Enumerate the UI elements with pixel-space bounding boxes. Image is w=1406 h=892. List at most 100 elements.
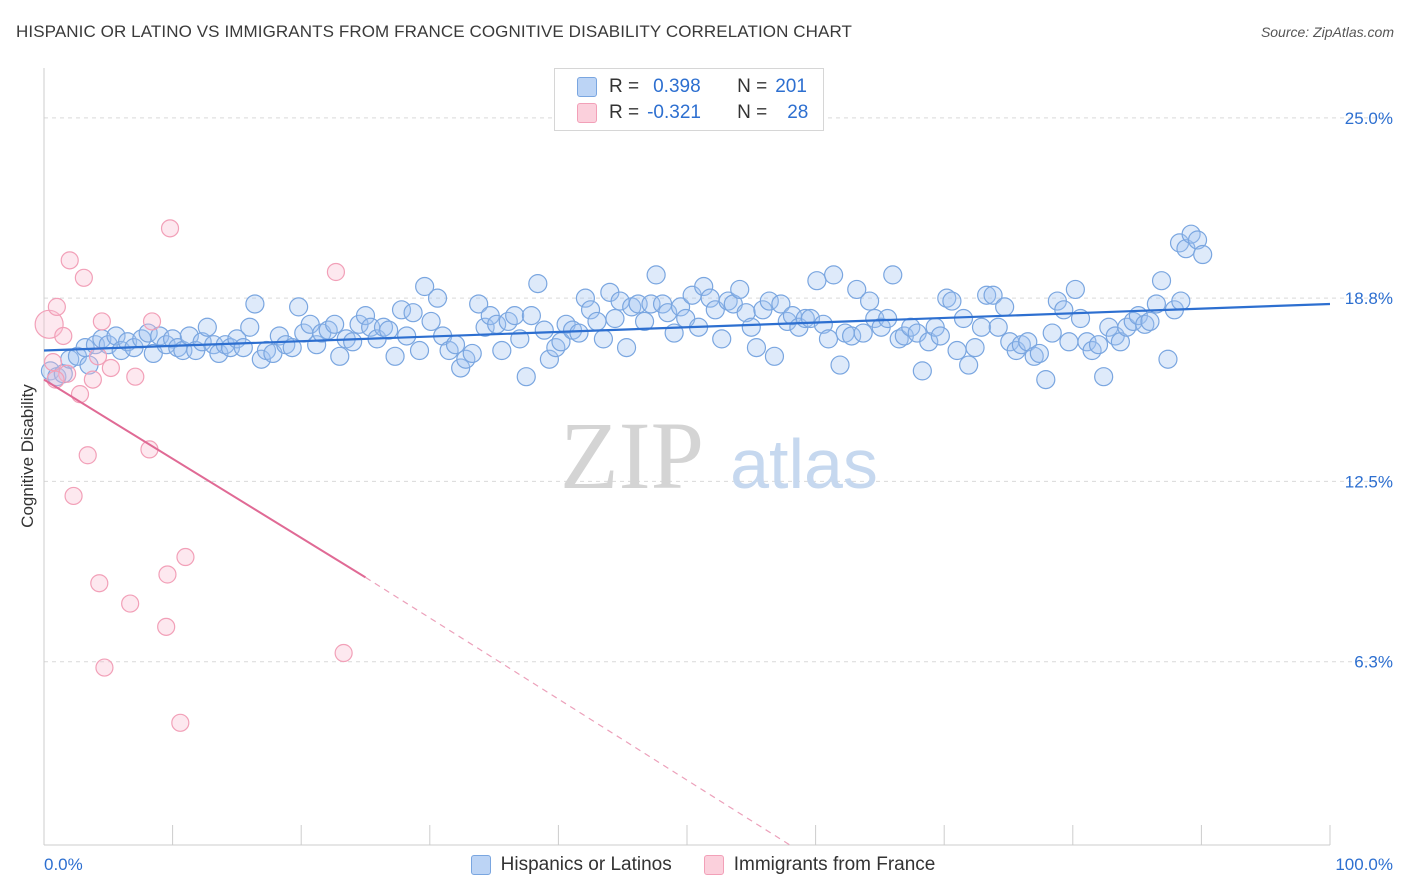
y-axis-label: Cognitive Disability [18,384,37,528]
data-point-hispanics [847,279,867,300]
y-tick-label: 6.3% [1354,653,1393,672]
data-point-hispanics [883,265,903,285]
legend-swatch-pink [703,855,724,875]
data-point-hispanics [959,355,979,375]
legend-item-hispanics: Hispanics or Latinos [470,854,672,876]
data-point-hispanics [1065,279,1085,300]
trend-line-hispanics [43,302,1331,352]
data-point-hispanics [830,355,850,375]
data-point-hispanics [813,314,833,334]
data-point-france [70,385,90,404]
data-point-hispanics [1123,311,1143,332]
legend-n-label: N = [737,76,768,97]
data-point-hispanics [641,294,661,314]
data-point-hispanics [289,297,309,317]
legend-n-value: 28 [787,102,809,123]
stats-legend: R = 0.398 N = 201 R = -0.321 N = 28 [554,68,824,131]
data-point-hispanics [889,329,909,349]
data-point-hispanics [912,361,932,381]
data-point-france [83,370,102,389]
y-tick-label: 12.5% [1345,472,1393,491]
data-point-hispanics [1029,343,1049,364]
data-point-hispanics [670,297,691,317]
data-point-hispanics [343,332,363,352]
data-point-hispanics [580,300,601,320]
data-point-hispanics [192,332,212,352]
data-point-hispanics [824,265,844,285]
data-point-hispanics [818,329,839,349]
data-point-france [43,353,63,372]
data-point-hispanics [403,303,423,323]
legend-label-hispanics: Hispanics or Latinos [500,854,672,875]
series-hispanics-points [40,224,1213,390]
data-point-hispanics [878,308,898,329]
data-point-hispanics [521,306,541,326]
data-point-hispanics [355,306,376,326]
data-point-hispanics [1042,323,1062,343]
data-point-hispanics [415,276,435,297]
data-point-hispanics [764,346,785,366]
data-point-france [60,251,79,270]
data-point-hispanics [475,317,495,337]
data-point-france [157,617,176,636]
axes [43,68,1331,846]
data-point-france [121,594,140,613]
data-point-france [74,268,93,287]
data-point-hispanics [860,291,880,311]
data-point-france [326,262,346,282]
data-point-france [64,486,83,506]
data-point-hispanics [1187,230,1208,250]
data-point-hispanics [1193,244,1213,265]
legend-swatch-pink [577,103,597,123]
data-point-france [92,312,111,331]
data-point-hispanics [988,317,1008,337]
data-point-france [126,367,145,386]
legend-label-france: Immigrants from France [733,854,936,875]
watermark-zip: ZIP [560,402,704,509]
data-point-france [78,446,97,465]
data-point-hispanics [240,317,260,337]
data-point-hispanics [516,367,536,387]
data-point-hispanics [505,306,525,326]
data-point-hispanics [646,265,666,285]
trend-lines [43,302,1331,846]
data-point-hispanics [106,326,126,346]
data-point-hispanics [842,326,862,346]
data-point-hispanics [947,340,967,361]
data-point-hispanics [759,291,779,311]
bottom-legend: Hispanics or Latinos Immigrants from Fra… [0,852,1406,878]
data-point-hispanics [718,291,738,311]
data-point-hispanics [736,303,756,323]
data-point-france [54,326,73,346]
y-tick-label: 25.0% [1345,109,1393,128]
data-point-hispanics [1054,300,1074,320]
legend-row-france: R = -0.321 N = 28 [577,101,808,125]
y-tick-labels: 6.3% 12.5% 18.8% 25.0% [1345,109,1393,672]
data-point-hispanics [385,346,405,366]
trend-line-france-extension [365,576,791,846]
data-point-hispanics [1135,314,1155,334]
data-point-hispanics [539,349,559,369]
data-point-france [95,658,114,677]
legend-n-value: 201 [775,76,807,97]
data-point-hispanics [469,294,489,314]
data-point-hispanics [138,323,158,343]
data-point-hispanics [330,346,350,366]
data-point-hispanics [730,279,750,300]
data-point-hispanics [569,323,589,343]
data-point-hispanics [1094,367,1114,387]
data-point-hispanics [1024,346,1044,366]
data-point-hispanics [971,317,992,337]
chart-title: HISPANIC OR LATINO VS IMMIGRANTS FROM FR… [16,22,853,41]
data-point-hispanics [741,317,761,337]
legend-row-hispanics: R = 0.398 N = 201 [577,75,807,99]
data-point-hispanics [546,338,566,358]
data-point-hispanics [197,317,217,337]
data-point-france [101,358,120,378]
data-point-hispanics [1088,335,1109,355]
grid-lines [44,117,1390,663]
data-point-hispanics [379,320,399,340]
data-point-france [142,312,162,331]
watermark-atlas: atlas [730,425,878,503]
